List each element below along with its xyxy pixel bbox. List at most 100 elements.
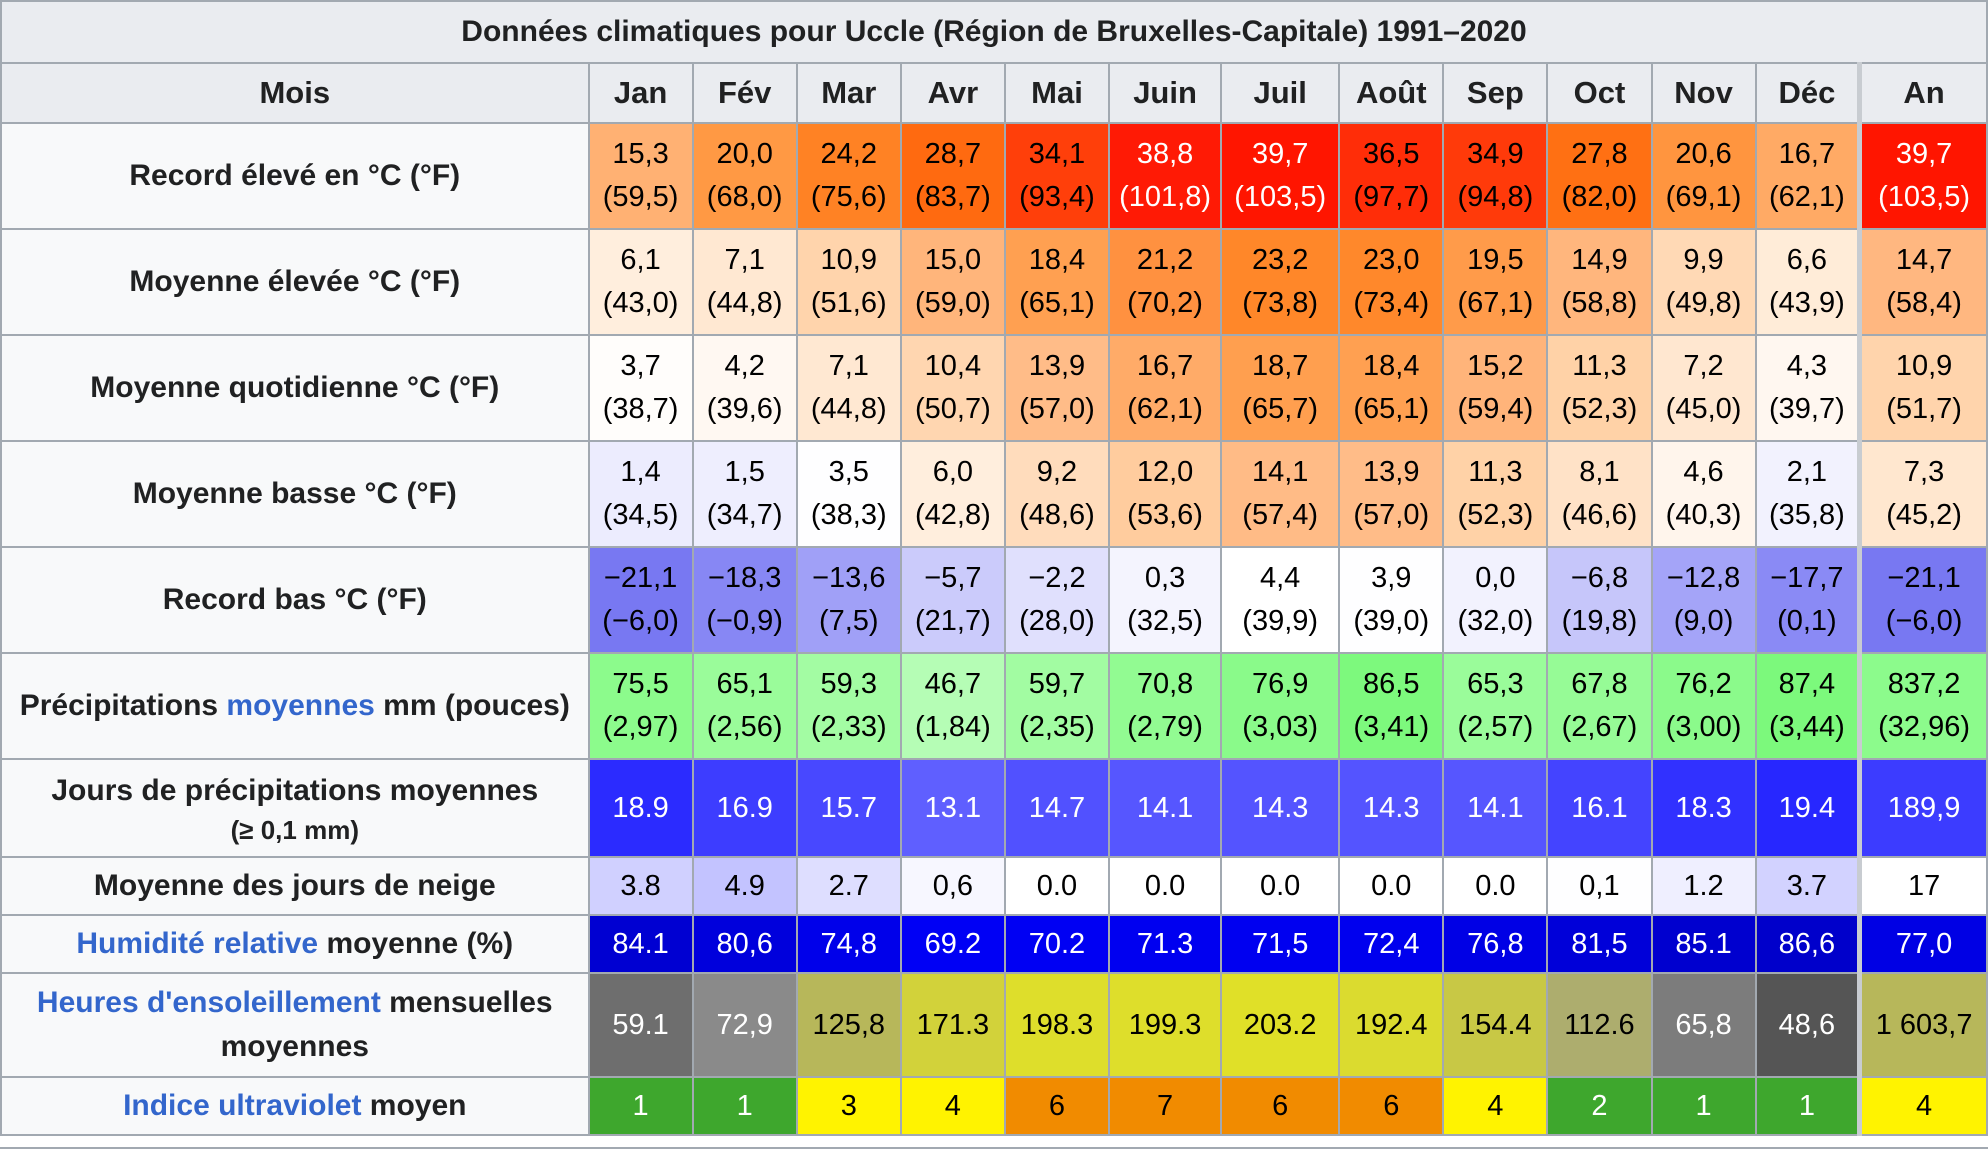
value-imperial: (51,7) [1886, 393, 1962, 425]
value-metric: 3,5 [828, 456, 869, 488]
label-text: moyen [361, 1089, 467, 1122]
row-label-humidity: Humidité relative moyenne (%) [0, 914, 590, 974]
data-cell: 1 [1650, 1076, 1757, 1136]
value-metric: 11,3 [1468, 456, 1523, 488]
value-imperial: (2,56) [706, 711, 783, 743]
value-imperial: (82,0) [1561, 181, 1638, 213]
data-cell: 0.0 [1338, 856, 1445, 916]
value-imperial: (2,33) [810, 711, 887, 743]
value-imperial: (103,5) [1878, 181, 1971, 213]
value-metric: 11,3 [1572, 350, 1627, 382]
value-metric: −13,6 [812, 562, 886, 594]
value-metric: 87,4 [1778, 668, 1836, 700]
value-imperial: (70,2) [1127, 287, 1203, 319]
value-imperial: (57,0) [1019, 393, 1095, 425]
value-imperial: (68,0) [706, 181, 783, 213]
data-cell: 6 [1003, 1076, 1111, 1136]
value-metric: 65,1 [716, 668, 773, 700]
data-cell: 59,3 (2,33) [795, 652, 902, 760]
value-imperial: (103,5) [1234, 181, 1327, 213]
data-cell: 11,3 (52,3) [1442, 440, 1549, 548]
data-cell: 1,5 (34,7) [691, 440, 798, 548]
data-cell: 59.1 [587, 972, 694, 1078]
value-imperial: (49,8) [1665, 287, 1742, 319]
table-row-snow-days: Moyenne des jours de neige 3.8 4.9 2.7 0,6 0.… [0, 856, 1988, 916]
data-cell: 16,7 (62,1) [1108, 334, 1223, 442]
table-row-precipitation-days: Jours de précipitations moyennes (≥ 0,1 m… [0, 758, 1988, 858]
header-month: Fév [691, 62, 798, 124]
value-metric: −12,8 [1666, 562, 1741, 594]
value-metric: 76,2 [1675, 668, 1732, 700]
value-metric: −21,1 [1887, 562, 1961, 594]
data-cell: 0,0 (32,0) [1442, 546, 1549, 654]
table-row-mean-daily: Moyenne quotidienne °C (°F) 3,7 (38,7) 4,2 (… [0, 334, 1988, 442]
data-cell: 24,2 (75,6) [795, 122, 902, 230]
data-cell: 6,0 (42,8) [899, 440, 1006, 548]
data-cell: 18.9 [587, 758, 694, 858]
value-imperial: (52,3) [1561, 393, 1638, 425]
data-cell: 76,9 (3,03) [1220, 652, 1341, 760]
value-metric: 10,4 [924, 350, 982, 382]
moyennes-link[interactable]: moyennes [226, 689, 375, 722]
value-imperial: (67,1) [1457, 287, 1534, 319]
value-imperial: (62,1) [1769, 181, 1845, 213]
data-cell: 7,1 (44,8) [691, 228, 798, 336]
value-metric: 76,9 [1251, 668, 1309, 700]
data-cell: 0.0 [1220, 856, 1341, 916]
data-cell: 7,2 (45,0) [1650, 334, 1757, 442]
data-cell: 9,9 (49,8) [1650, 228, 1757, 336]
value-metric: 4,4 [1260, 562, 1301, 594]
value-imperial: (−0,9) [706, 605, 783, 637]
value-metric: 23,0 [1363, 244, 1420, 276]
value-metric: 23,2 [1251, 244, 1309, 276]
humidite-relative-link[interactable]: Humidité relative [76, 927, 319, 960]
table-row-mean-low: Moyenne basse °C (°F) 1,4 (34,5) 1,5 (34,7) 3… [0, 440, 1988, 548]
data-cell: 837,2 (32,96) [1857, 652, 1988, 760]
value-imperial: (45,2) [1886, 499, 1962, 531]
value-imperial: (73,8) [1242, 287, 1319, 319]
value-imperial: (39,9) [1242, 605, 1319, 637]
value-imperial: (39,7) [1769, 393, 1845, 425]
label-subtext: (≥ 0,1 mm) [230, 815, 359, 845]
value-metric: 12,0 [1136, 456, 1194, 488]
value-metric: 13,9 [1363, 456, 1420, 488]
value-imperial: (43,9) [1769, 287, 1845, 319]
value-imperial: (51,6) [810, 287, 887, 319]
value-imperial: (3,00) [1665, 711, 1742, 743]
value-imperial: (43,0) [602, 287, 679, 319]
data-cell: 171.3 [899, 972, 1006, 1078]
value-metric: 4,6 [1683, 456, 1724, 488]
row-label-snow-days: Moyenne des jours de neige [0, 856, 590, 916]
value-imperial: (62,1) [1127, 393, 1203, 425]
value-metric: 15,3 [612, 138, 669, 170]
header-month: Mar [795, 62, 902, 124]
value-imperial: (45,0) [1665, 393, 1742, 425]
data-cell: 15,2 (59,4) [1442, 334, 1549, 442]
value-imperial: (3,03) [1242, 711, 1319, 743]
heures-ensoleillement-link[interactable]: Heures d'ensoleillement [36, 986, 381, 1019]
data-cell: 4 [1857, 1076, 1988, 1136]
value-imperial: (59,0) [914, 287, 991, 319]
header-month: Mai [1003, 62, 1111, 124]
value-metric: −21,1 [603, 562, 678, 594]
data-cell: 14.3 [1338, 758, 1445, 858]
value-imperial: (93,4) [1019, 181, 1095, 213]
label-text: mm (pouces) [374, 689, 570, 722]
data-cell: 2.7 [795, 856, 902, 916]
row-label-sunshine: Heures d'ensoleillement mensuelles moyen… [0, 972, 590, 1078]
data-cell: 3.7 [1754, 856, 1861, 916]
row-label-mean-high: Moyenne élevée °C (°F) [0, 228, 590, 336]
value-imperial: (58,8) [1561, 287, 1638, 319]
data-cell: 77,0 [1857, 914, 1988, 974]
data-cell: 14.3 [1220, 758, 1341, 858]
data-cell: 20,6 (69,1) [1650, 122, 1757, 230]
value-metric: 59,3 [820, 668, 877, 700]
indice-ultraviolet-link[interactable]: Indice ultraviolet [123, 1089, 362, 1122]
header-month: Déc [1754, 62, 1861, 124]
value-imperial: (73,4) [1353, 287, 1430, 319]
data-cell: 4,4 (39,9) [1220, 546, 1341, 654]
value-metric: 4,2 [724, 350, 765, 382]
header-month: Avr [899, 62, 1006, 124]
data-cell: 70,8 (2,79) [1108, 652, 1223, 760]
caption-row: Données climatiques pour Uccle (Région d… [0, 0, 1988, 64]
